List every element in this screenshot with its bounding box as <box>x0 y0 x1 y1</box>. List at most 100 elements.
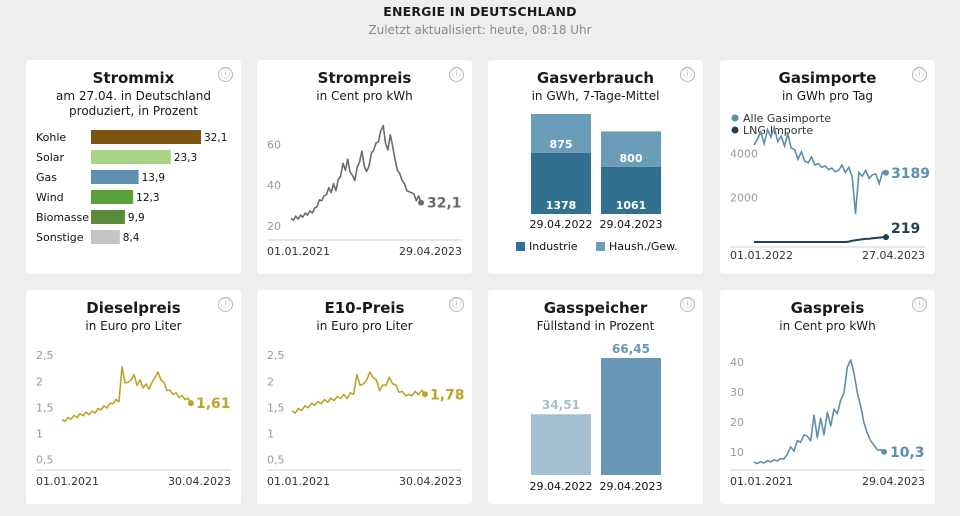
last-value-label: 10,3 <box>890 445 925 461</box>
value-label: 800 <box>620 152 643 165</box>
bar <box>91 190 134 204</box>
bar-haushalt <box>531 114 591 153</box>
lng-imports-line <box>754 236 887 243</box>
chart-gasverbrauch: 875 1378 29.04.2022 800 1061 29.04.2023 Indust… <box>516 114 678 253</box>
chart-strompreis: 20 40 60 01.01.2021 29.04.2023 32,1 <box>267 124 462 258</box>
card-subtitle: in Cent pro kWh <box>779 319 876 333</box>
value-label: 13,9 <box>142 172 165 184</box>
info-icon[interactable]: ⓘ <box>912 297 927 312</box>
value-label: 1378 <box>546 199 577 212</box>
x-start-label: 01.01.2021 <box>267 245 330 258</box>
page-subtitle: Zuletzt aktualisiert: heute, 08:18 Uhr <box>368 23 592 37</box>
card-title: Strompreis <box>317 69 412 87</box>
value-label: 8,4 <box>123 232 140 244</box>
bar <box>531 414 591 475</box>
value-label: 875 <box>550 138 573 151</box>
x-start-label: 01.01.2021 <box>730 475 793 488</box>
strompreis-line <box>290 124 422 221</box>
info-icon[interactable]: ⓘ <box>912 67 927 82</box>
y-tick-label: 2,5 <box>267 349 285 362</box>
info-icon[interactable]: ⓘ <box>449 67 464 82</box>
x-end-label: 29.04.2023 <box>862 475 925 488</box>
info-icon[interactable]: ⓘ <box>218 297 233 312</box>
card-title: Gaspreis <box>790 299 865 317</box>
bar <box>91 130 201 144</box>
legend-swatch <box>516 242 525 251</box>
chart-gasspeicher: 34,51 29.04.2022 66,45 29.04.2023 <box>530 342 663 493</box>
chart-strommix: Kohle 32,1 Solar 23,3 Gas 13,9 Wind 12,3 Biomass… <box>36 130 227 244</box>
legend-swatch <box>596 242 605 251</box>
card-e10preis: E10-Preis in Euro pro Liter ⓘ 0,5 1 1,5 2 2,… <box>257 290 472 504</box>
value-label: 9,9 <box>128 212 145 224</box>
bar <box>91 210 125 224</box>
y-tick-label: 60 <box>267 138 281 151</box>
y-tick-label: 2000 <box>730 192 758 205</box>
info-icon[interactable]: ⓘ <box>680 297 695 312</box>
card-title: Gasimporte <box>778 69 877 87</box>
bar-industrie <box>601 166 661 214</box>
card-title: E10-Preis <box>324 299 405 317</box>
y-tick-label: 40 <box>730 356 744 369</box>
legend-label: LNG-Importe <box>743 124 813 137</box>
card-subtitle: Füllstand in Prozent <box>536 319 655 333</box>
category-label: Biomasse <box>36 211 89 224</box>
bar <box>91 230 120 244</box>
bar <box>91 170 139 184</box>
card-gaspreis: Gaspreis in Cent pro kWh ⓘ 10 20 30 40 01.01… <box>720 290 935 504</box>
y-tick-label: 40 <box>267 179 281 192</box>
y-tick-label: 1 <box>36 427 43 440</box>
last-point <box>881 448 887 455</box>
card-strompreis: Strompreis in Cent pro kWh ⓘ 20 40 60 01.01… <box>257 60 472 274</box>
value-label: 34,51 <box>542 398 580 412</box>
card-title: Gasverbrauch <box>536 69 655 87</box>
category-label: Kohle <box>36 131 66 144</box>
y-tick-label: 4000 <box>730 147 758 160</box>
category-label: 29.04.2023 <box>600 218 663 231</box>
x-end-label: 30.04.2023 <box>399 475 462 488</box>
y-tick-label: 30 <box>730 386 744 399</box>
chart-e10preis: 0,5 1 1,5 2 2,5 01.01.2021 30.04.2023 1,78 <box>267 349 465 488</box>
legend-label: Alle Gasimporte <box>743 112 831 125</box>
info-icon[interactable]: ⓘ <box>449 297 464 312</box>
info-icon[interactable]: ⓘ <box>680 67 695 82</box>
y-tick-label: 1 <box>267 427 274 440</box>
category-label: Wind <box>36 191 64 204</box>
x-start-label: 01.01.2021 <box>267 475 330 488</box>
bar-haushalt <box>601 131 661 167</box>
category-label: Gas <box>36 171 57 184</box>
card-subtitle-line-2: produziert, in Prozent <box>69 104 198 118</box>
card-subtitle-line-1: am 27.04. in Deutschland <box>56 89 211 103</box>
legend-swatch <box>731 114 739 122</box>
card-subtitle: in Euro pro Liter <box>316 319 413 333</box>
bar <box>91 150 171 164</box>
card-gasspeicher: Gasspeicher Füllstand in Prozent ⓘ 34,51… <box>488 290 703 504</box>
last-point <box>422 391 428 398</box>
x-end-label: 30.04.2023 <box>168 475 231 488</box>
info-icon[interactable]: ⓘ <box>218 67 233 82</box>
y-tick-label: 0,5 <box>267 454 285 467</box>
x-start-label: 01.01.2021 <box>36 475 99 488</box>
bar <box>601 358 661 475</box>
page-title: ENERGIE IN DEUTSCHLAND <box>383 4 577 19</box>
y-tick-label: 10 <box>730 446 744 459</box>
card-subtitle: in GWh pro Tag <box>781 89 874 103</box>
legend-label: Industrie <box>529 240 578 253</box>
last-value-label: 1,61 <box>196 396 231 412</box>
x-end-label: 29.04.2023 <box>399 245 462 258</box>
card-gasimporte: Gasimporte in GWh pro Tag ⓘ Alle Gasimpo… <box>720 60 935 274</box>
all-imports-line <box>753 124 887 214</box>
y-tick-label: 2,5 <box>36 349 54 362</box>
bar-industrie <box>531 152 591 214</box>
gaspreis-line <box>753 359 885 465</box>
x-start-label: 01.01.2022 <box>730 249 793 262</box>
x-end-label: 27.04.2023 <box>862 249 925 262</box>
card-strommix: Strommix am 27.04. in Deutschland produz… <box>26 60 241 274</box>
y-tick-label: 20 <box>267 220 281 233</box>
y-tick-label: 2 <box>36 375 43 388</box>
category-label: 29.04.2023 <box>600 480 663 493</box>
dieselpreis-line <box>61 366 192 423</box>
last-value-label: 219 <box>891 221 920 237</box>
value-label: 1061 <box>616 199 647 212</box>
card-title: Dieselpreis <box>86 299 181 317</box>
